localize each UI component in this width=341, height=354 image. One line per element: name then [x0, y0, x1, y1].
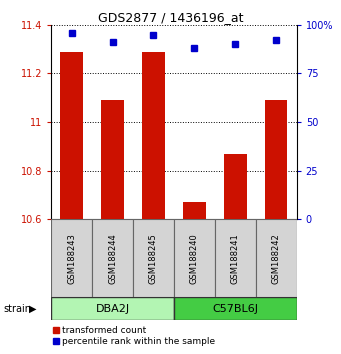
Text: ▶: ▶	[29, 304, 36, 314]
Text: DBA2J: DBA2J	[95, 304, 130, 314]
Bar	[174, 219, 215, 297]
Bar	[174, 297, 297, 320]
Bar	[265, 100, 287, 219]
Bar	[142, 52, 165, 219]
Bar	[51, 219, 92, 297]
Text: GSM188241: GSM188241	[231, 233, 240, 284]
Text: GSM188243: GSM188243	[67, 233, 76, 284]
Text: strain: strain	[3, 304, 31, 314]
Text: GSM188245: GSM188245	[149, 233, 158, 284]
Text: GDS2877 / 1436196_at: GDS2877 / 1436196_at	[98, 11, 243, 24]
Legend: transformed count, percentile rank within the sample: transformed count, percentile rank withi…	[52, 326, 215, 346]
Bar	[183, 202, 206, 219]
Bar	[92, 219, 133, 297]
Text: C57BL6J: C57BL6J	[212, 304, 258, 314]
Text: GSM188240: GSM188240	[190, 233, 199, 284]
Bar	[256, 219, 297, 297]
Bar	[224, 154, 247, 219]
Bar	[101, 100, 124, 219]
Text: GSM188242: GSM188242	[272, 233, 281, 284]
Text: GSM188244: GSM188244	[108, 233, 117, 284]
Bar	[51, 297, 174, 320]
Bar	[133, 219, 174, 297]
Bar	[60, 52, 83, 219]
Bar	[215, 219, 256, 297]
